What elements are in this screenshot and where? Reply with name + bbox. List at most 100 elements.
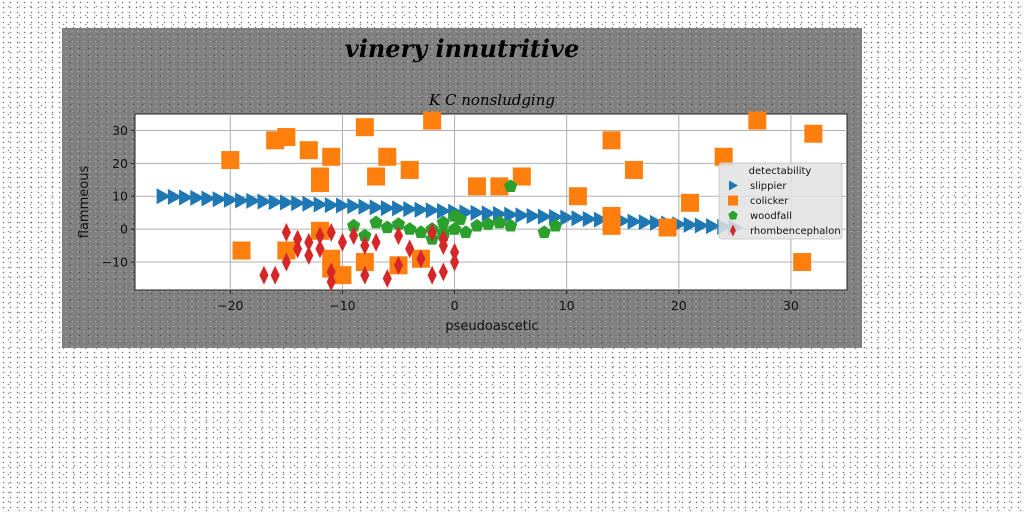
data-point-woodfall — [358, 228, 372, 242]
data-point-rhombencephalon — [450, 252, 460, 272]
data-point-woodfall — [470, 218, 484, 232]
data-point-rhombencephalon — [326, 272, 336, 292]
data-point-slippier — [571, 210, 586, 227]
data-point-woodfall — [492, 215, 507, 229]
data-point-rhombencephalon — [438, 262, 448, 282]
data-point-slippier — [425, 202, 441, 219]
legend-marker-woodfall — [728, 210, 738, 220]
data-point-rhombencephalon — [382, 269, 392, 288]
data-point-colicker — [748, 111, 767, 130]
data-point-slippier — [347, 198, 362, 215]
data-point-slippier — [436, 203, 452, 220]
data-point-colicker — [355, 118, 374, 137]
data-point-rhombencephalon — [349, 226, 359, 246]
data-point-slippier — [627, 213, 642, 230]
data-point-slippier — [257, 193, 272, 210]
data-point-slippier — [324, 197, 340, 214]
data-point-colicker — [467, 177, 486, 196]
data-point-slippier — [313, 196, 329, 213]
y-tick-label: 10 — [112, 189, 128, 204]
data-point-rhombencephalon — [416, 249, 426, 269]
data-point-colicker — [568, 187, 587, 206]
data-point-slippier — [380, 200, 396, 217]
data-point-colicker — [333, 266, 352, 285]
data-point-slippier — [358, 198, 373, 215]
data-point-colicker — [490, 177, 509, 196]
x-tick-label: −10 — [329, 298, 355, 313]
data-point-woodfall — [459, 225, 473, 239]
data-point-rhombencephalon — [427, 265, 437, 285]
data-point-slippier — [291, 195, 306, 212]
data-point-colicker — [378, 147, 397, 166]
legend-box — [718, 162, 843, 240]
legend-label-colicker: colicker — [750, 196, 789, 207]
x-tick-label: 30 — [783, 298, 799, 313]
data-point-rhombencephalon — [360, 236, 370, 256]
data-point-colicker — [602, 131, 621, 150]
data-point-slippier — [638, 214, 654, 231]
data-point-slippier — [179, 189, 194, 206]
data-point-colicker — [232, 241, 251, 260]
data-point-woodfall — [414, 225, 428, 239]
axis-ticks: −20 −10 0 10 20 30 −10 0 10 20 30 — [102, 123, 799, 313]
data-point-slippier — [515, 207, 530, 224]
data-point-colicker — [311, 174, 330, 193]
data-point-rhombencephalon — [304, 246, 314, 265]
chart-title: K C nonsludging — [428, 91, 555, 109]
data-point-colicker — [355, 253, 374, 272]
series-rhombencephalon — [259, 222, 460, 292]
data-point-colicker — [658, 218, 677, 237]
y-tick-label: −10 — [102, 255, 128, 270]
data-point-slippier — [392, 200, 407, 217]
legend-marker-colicker — [728, 195, 738, 206]
data-point-colicker — [299, 141, 318, 160]
data-point-slippier — [582, 210, 598, 227]
scatter-chart: vinery innutritive K C nonsludging −20 −1… — [77, 34, 848, 334]
data-point-rhombencephalon — [315, 239, 325, 259]
data-point-rhombencephalon — [427, 222, 437, 242]
figure-title: vinery innutritive — [345, 34, 579, 63]
data-point-slippier — [167, 188, 183, 205]
data-point-rhombencephalon — [293, 239, 303, 259]
data-point-slippier — [683, 216, 699, 233]
data-point-slippier — [537, 208, 553, 225]
data-point-slippier — [246, 192, 261, 209]
data-point-rhombencephalon — [259, 265, 269, 285]
data-point-woodfall — [403, 222, 417, 235]
data-point-rhombencephalon — [438, 229, 448, 249]
data-point-rhombencephalon — [371, 232, 381, 252]
data-point-colicker — [221, 151, 240, 170]
data-point-slippier — [526, 207, 542, 224]
data-point-colicker — [512, 167, 531, 186]
data-point-colicker — [804, 124, 823, 143]
data-point-slippier — [481, 205, 497, 222]
data-point-colicker — [277, 241, 296, 260]
data-point-woodfall — [503, 218, 518, 232]
data-point-colicker — [714, 147, 733, 166]
x-tick-label: 0 — [451, 298, 459, 313]
x-axis-label: pseudoascetic — [445, 319, 538, 334]
legend-label-rhombencephalon: rhombencephalon — [750, 226, 841, 237]
data-points — [156, 111, 823, 292]
x-tick-label: 20 — [671, 298, 687, 313]
data-point-slippier — [470, 204, 485, 221]
x-tick-label: 10 — [559, 298, 575, 313]
data-point-rhombencephalon — [360, 265, 370, 285]
data-point-slippier — [369, 199, 385, 216]
legend: detectability slippier colicker woodfall rh… — [718, 162, 843, 240]
y-tick-label: 0 — [120, 222, 128, 237]
x-tick-label: −20 — [217, 298, 243, 313]
data-point-woodfall — [436, 215, 450, 229]
data-point-colicker — [367, 167, 386, 186]
data-point-slippier — [414, 201, 429, 218]
data-point-woodfall — [346, 218, 361, 232]
data-point-woodfall — [369, 215, 383, 229]
data-point-rhombencephalon — [293, 229, 303, 249]
data-point-woodfall — [447, 222, 462, 235]
data-point-rhombencephalon — [281, 252, 291, 272]
data-point-colicker — [681, 193, 700, 212]
data-point-woodfall — [391, 217, 406, 230]
data-point-slippier — [212, 191, 228, 208]
data-point-woodfall — [380, 220, 394, 234]
data-point-slippier — [201, 190, 216, 207]
